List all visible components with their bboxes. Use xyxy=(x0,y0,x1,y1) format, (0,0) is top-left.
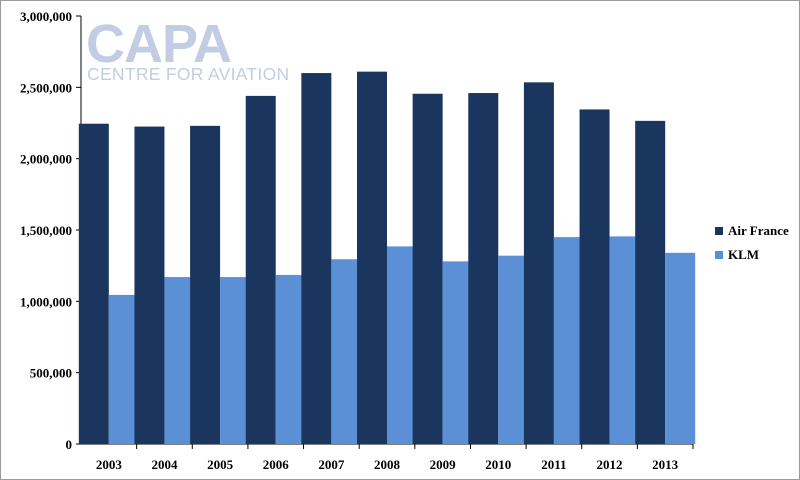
legend-label-air-france: Air France xyxy=(728,223,789,238)
bar-klm-2013 xyxy=(665,252,696,444)
x-tick-label: 2007 xyxy=(318,457,345,472)
bar-air-france-2008 xyxy=(357,71,387,444)
plot-area: 0 500,000 1,000,000 1,500,000 2,000,000 2,500… xyxy=(20,9,696,472)
bar-klm-2010 xyxy=(498,255,529,444)
bar-air-france-2007 xyxy=(301,73,332,445)
bar-klm-2004 xyxy=(164,277,195,444)
y-tick-label: 500,000 xyxy=(30,366,72,381)
x-tick-label: 2003 xyxy=(96,457,123,472)
x-tick-label: 2012 xyxy=(597,457,623,472)
logo-main-text: CAPA xyxy=(86,14,231,74)
y-tick-label: 2,000,000 xyxy=(20,152,72,167)
bar-air-france-2009 xyxy=(412,93,443,445)
bar-air-france-2012 xyxy=(579,109,610,445)
x-tick-label: 2013 xyxy=(652,457,679,472)
y-tick-label: 0 xyxy=(66,437,73,452)
y-tick-label: 1,000,000 xyxy=(20,294,72,309)
x-tick-label: 2009 xyxy=(430,457,457,472)
bar-air-france-2010 xyxy=(468,93,499,444)
x-tick-label: 2006 xyxy=(263,457,290,472)
bar-klm-2003 xyxy=(108,294,139,444)
y-tick-label: 2,500,000 xyxy=(20,80,72,95)
y-tick-label: 3,000,000 xyxy=(20,9,72,24)
bar-air-france-2006 xyxy=(245,95,276,444)
x-tick-label: 2011 xyxy=(541,457,566,472)
bar-klm-2008 xyxy=(387,246,417,444)
x-tick-label: 2004 xyxy=(151,457,178,472)
bar-klm-2009 xyxy=(442,261,473,444)
bar-air-france-2004 xyxy=(134,126,165,445)
bar-klm-2012 xyxy=(609,236,640,444)
watermark-logo: CAPA CENTRE FOR AVIATION xyxy=(86,14,289,84)
bar-air-france-2011 xyxy=(523,82,554,444)
legend-swatch-klm xyxy=(715,251,723,259)
bar-air-france-2005 xyxy=(190,125,221,444)
legend: Air France KLM xyxy=(715,223,789,262)
legend-label-klm: KLM xyxy=(728,247,759,262)
bar-klm-2011 xyxy=(553,237,584,444)
bar-klm-2006 xyxy=(275,274,306,444)
bar-klm-2007 xyxy=(331,259,362,444)
x-tick-label: 2005 xyxy=(207,457,234,472)
x-tick-label: 2008 xyxy=(374,457,401,472)
logo-sub-text: CENTRE FOR AVIATION xyxy=(87,64,289,84)
y-tick-label: 1,500,000 xyxy=(20,223,72,238)
bar-klm-2005 xyxy=(220,277,251,444)
bar-air-france-2003 xyxy=(78,123,109,445)
legend-swatch-air-france xyxy=(715,227,723,235)
x-tick-label: 2010 xyxy=(485,457,511,472)
bar-air-france-2013 xyxy=(635,120,666,445)
